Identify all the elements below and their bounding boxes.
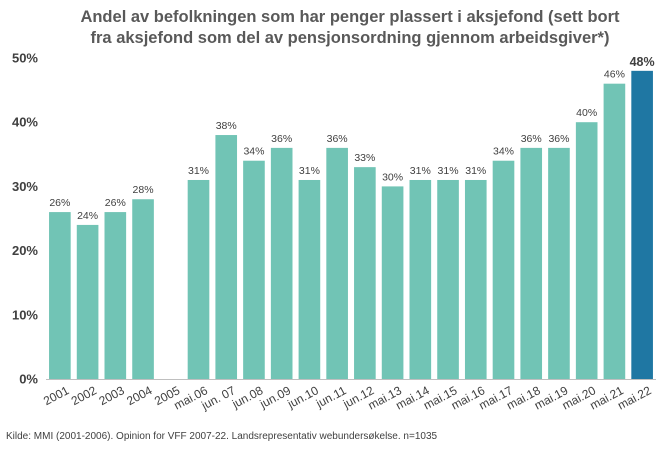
data-label-21: 48% bbox=[630, 55, 655, 69]
y-tick-label: 50% bbox=[12, 51, 38, 66]
data-label-0: 26% bbox=[49, 197, 70, 209]
chart-title-line-1: Andel av befolkningen som har penger pla… bbox=[80, 8, 620, 26]
x-tick-label: 2001 bbox=[41, 383, 71, 408]
bar-12 bbox=[381, 186, 404, 379]
bar-15 bbox=[464, 179, 487, 379]
data-label-8: 36% bbox=[271, 133, 292, 145]
data-label-17: 36% bbox=[521, 133, 542, 145]
bar-18 bbox=[548, 147, 570, 379]
data-label-9: 31% bbox=[299, 165, 320, 177]
bar-0 bbox=[49, 212, 71, 379]
y-tick-label: 10% bbox=[12, 307, 38, 322]
chart-title: Andel av befolkningen som har penger pla… bbox=[80, 8, 620, 47]
data-label-20: 46% bbox=[604, 69, 625, 81]
data-label-14: 31% bbox=[438, 165, 459, 177]
data-label-1: 24% bbox=[77, 210, 98, 222]
data-label-13: 31% bbox=[410, 165, 431, 177]
bar-6 bbox=[215, 135, 238, 379]
data-label-2: 26% bbox=[105, 197, 126, 209]
bar-21 bbox=[631, 70, 653, 379]
y-tick-label: 0% bbox=[19, 372, 38, 387]
x-tick-label: 2002 bbox=[69, 383, 99, 408]
data-label-7: 34% bbox=[243, 146, 264, 158]
x-tick-label: 2003 bbox=[97, 383, 127, 408]
bar-7 bbox=[243, 160, 265, 379]
bar-11 bbox=[354, 167, 376, 379]
y-tick-label: 20% bbox=[12, 243, 38, 258]
chart-title-line-2: fra aksjefond som del av pensjonsordning… bbox=[91, 29, 610, 47]
data-label-11: 33% bbox=[354, 152, 375, 164]
bar-8 bbox=[270, 147, 293, 379]
bar-5 bbox=[187, 179, 210, 379]
data-label-10: 36% bbox=[327, 133, 348, 145]
bar-17 bbox=[520, 147, 543, 379]
source-note: Kilde: MMI (2001-2006). Opinion for VFF … bbox=[6, 431, 438, 442]
bar-3 bbox=[132, 199, 154, 379]
y-axis: 0% 10% 20% 30% 40% 50% bbox=[12, 51, 38, 387]
bar-20 bbox=[603, 83, 626, 380]
y-tick-label: 30% bbox=[12, 179, 38, 194]
data-label-5: 31% bbox=[188, 165, 209, 177]
x-tick-label: 2004 bbox=[124, 383, 154, 408]
bar-19 bbox=[575, 122, 598, 379]
data-label-18: 36% bbox=[548, 133, 569, 145]
data-label-19: 40% bbox=[576, 107, 597, 119]
bar-2 bbox=[104, 212, 127, 379]
bar-13 bbox=[409, 179, 432, 379]
y-tick-label: 40% bbox=[12, 115, 38, 130]
bar-16 bbox=[492, 160, 515, 379]
bar-9 bbox=[298, 179, 321, 379]
data-label-12: 30% bbox=[382, 171, 403, 183]
bar-10 bbox=[326, 147, 348, 379]
data-label-3: 28% bbox=[133, 184, 154, 196]
bar-1 bbox=[76, 224, 99, 379]
data-label-16: 34% bbox=[493, 146, 514, 158]
data-label-6: 38% bbox=[216, 120, 237, 132]
bars: 26% 24% 26% 28% 31% 38% 34% 36% 31% 36% 33% 30% 31% 3… bbox=[49, 55, 655, 380]
data-label-15: 31% bbox=[465, 165, 486, 177]
bar-14 bbox=[437, 179, 459, 379]
